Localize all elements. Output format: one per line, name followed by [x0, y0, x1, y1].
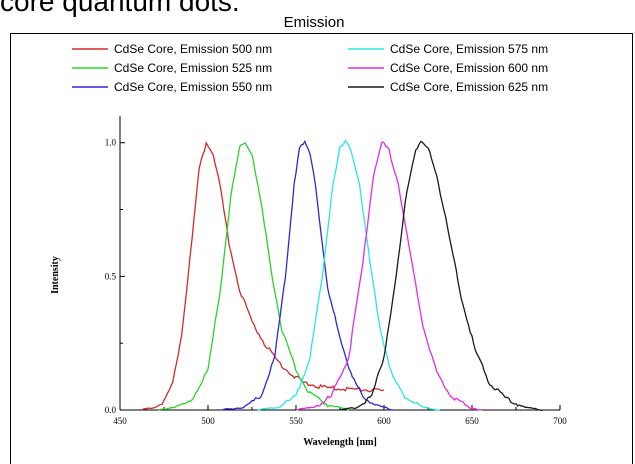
x-tick-label: 700: [553, 416, 567, 426]
legend-label: CdSe Core, Emission 550 nm: [114, 80, 272, 94]
legend-label: CdSe Core, Emission 625 nm: [390, 80, 548, 94]
series-line: [158, 141, 350, 411]
y-tick-label: 0.0: [105, 405, 117, 415]
series-line: [295, 140, 483, 411]
series-line: [257, 139, 441, 411]
plot-area: 450 500 550 600 650 700 0.0 0.5 1.0: [105, 116, 567, 426]
series-line: [140, 140, 385, 411]
x-tick-label: 500: [201, 416, 215, 426]
chart-frame: [10, 33, 633, 464]
legend-label: CdSe Core, Emission 525 nm: [114, 61, 272, 75]
x-tick-label: 600: [377, 416, 391, 426]
y-ticks: 0.0 0.5 1.0: [105, 138, 125, 415]
x-tick-label: 550: [289, 416, 303, 426]
y-tick-label: 1.0: [105, 138, 117, 148]
legend-label: CdSe Core, Emission 500 nm: [114, 42, 272, 56]
legend-label: CdSe Core, Emission 600 nm: [390, 61, 548, 75]
x-axis-label: Wavelength [nm]: [303, 437, 377, 448]
page-heading: core quantum dots.: [0, 0, 240, 17]
x-tick-label: 450: [113, 416, 127, 426]
series-lines: [140, 139, 543, 412]
series-line: [221, 139, 394, 412]
series-line: [339, 140, 543, 412]
chart-title: Emission: [284, 14, 345, 31]
x-ticks: 450 500 550 600 650 700: [113, 405, 567, 426]
legend-label: CdSe Core, Emission 575 nm: [390, 42, 548, 56]
y-axis-label: Intensity: [50, 256, 61, 294]
y-tick-label: 0.5: [105, 271, 117, 281]
legend: CdSe Core, Emission 500 nm CdSe Core, Emi…: [72, 42, 548, 94]
x-tick-label: 650: [465, 416, 479, 426]
